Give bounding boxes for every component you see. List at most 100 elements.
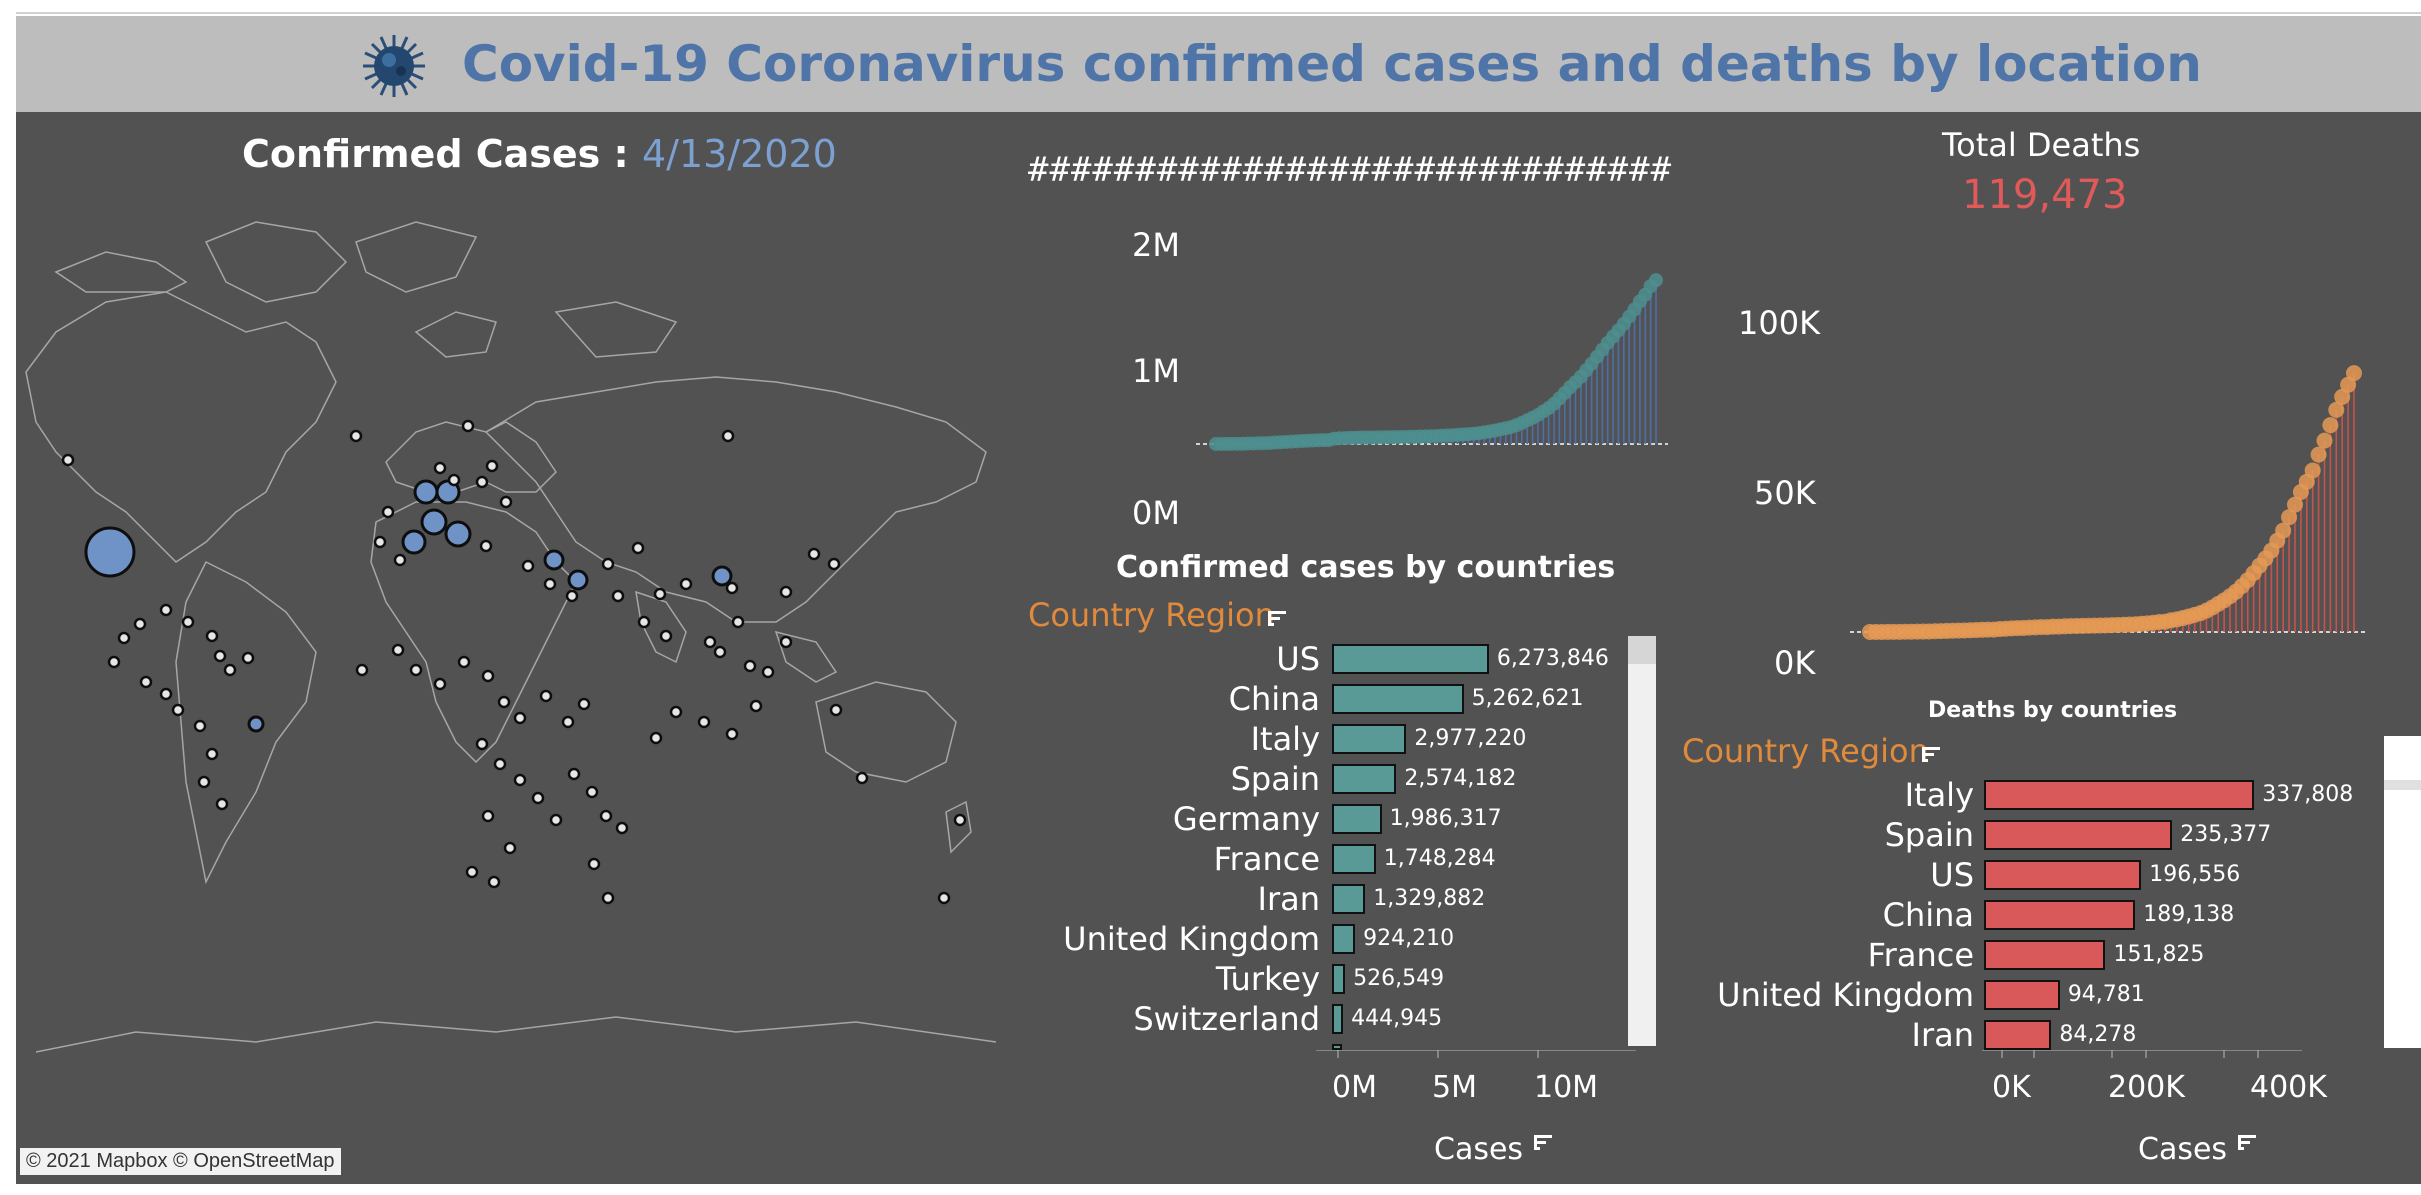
bar[interactable] <box>1332 764 1397 794</box>
map-bubble[interactable] <box>223 663 237 677</box>
map-bubble[interactable] <box>433 461 447 475</box>
bar[interactable] <box>1984 1020 2052 1050</box>
map-bubble[interactable] <box>713 645 727 659</box>
sort-icon[interactable] <box>1532 1132 1554 1154</box>
timeline-point[interactable] <box>2275 522 2292 539</box>
map-bubble[interactable] <box>725 727 739 741</box>
map-bubble[interactable] <box>391 643 405 657</box>
map-bubble[interactable] <box>631 541 645 555</box>
map-bubble[interactable] <box>481 669 495 683</box>
map-bubble[interactable] <box>205 629 219 643</box>
map-bubble[interactable] <box>543 577 557 591</box>
timeline-point[interactable] <box>2304 462 2321 479</box>
deaths-timeline-chart[interactable] <box>1850 232 2384 672</box>
map-bubble[interactable] <box>561 715 575 729</box>
map-bubble[interactable] <box>215 797 229 811</box>
map-bubble[interactable] <box>587 857 601 871</box>
sort-icon[interactable] <box>1266 608 1288 630</box>
map-bubble[interactable] <box>197 775 211 789</box>
map-bubble[interactable] <box>725 581 739 595</box>
map-bubble[interactable] <box>241 651 255 665</box>
map-bubble[interactable] <box>381 505 395 519</box>
map-bubble[interactable] <box>61 453 75 467</box>
map-bubble[interactable] <box>465 865 479 879</box>
map-bubble[interactable] <box>565 589 579 603</box>
map-bubble[interactable] <box>539 689 553 703</box>
timeline-point[interactable] <box>2316 432 2333 449</box>
map-bubble[interactable] <box>117 631 131 645</box>
map-bubble[interactable] <box>447 473 461 487</box>
map-bubble[interactable] <box>531 791 545 805</box>
map-bubble[interactable] <box>521 559 535 573</box>
map-bubble[interactable] <box>577 697 591 711</box>
map-bubble[interactable] <box>649 731 663 745</box>
timeline-point[interactable] <box>2286 496 2303 513</box>
map-bubble[interactable] <box>669 705 683 719</box>
bar[interactable] <box>1332 804 1382 834</box>
map-bubble[interactable] <box>615 821 629 835</box>
map-bubble[interactable] <box>513 773 527 787</box>
map-bubble-large[interactable] <box>420 508 448 536</box>
map-bubble[interactable] <box>599 809 613 823</box>
map-bubble[interactable] <box>601 891 615 905</box>
timeline-point[interactable] <box>2322 417 2339 434</box>
map-bubble[interactable] <box>659 629 673 643</box>
map-bubble[interactable] <box>487 875 501 889</box>
map-bubble[interactable] <box>133 617 147 631</box>
bar[interactable] <box>1332 884 1366 914</box>
map-bubble[interactable] <box>731 615 745 629</box>
map-bubble[interactable] <box>493 757 507 771</box>
map-bubble-large[interactable] <box>543 549 565 571</box>
map-bubble[interactable] <box>171 703 185 717</box>
bar[interactable] <box>1332 644 1489 674</box>
map-bubble[interactable] <box>749 699 763 713</box>
map-bubble[interactable] <box>513 711 527 725</box>
map-bubble[interactable] <box>679 577 693 591</box>
world-map[interactable] <box>16 182 1016 1142</box>
map-bubble[interactable] <box>355 663 369 677</box>
map-bubble[interactable] <box>549 813 563 827</box>
map-bubble[interactable] <box>697 715 711 729</box>
map-bubble[interactable] <box>827 557 841 571</box>
map-bubble[interactable] <box>807 547 821 561</box>
map-bubble[interactable] <box>653 587 667 601</box>
map-bubble[interactable] <box>213 649 227 663</box>
map-bubble[interactable] <box>829 703 843 717</box>
bar[interactable] <box>1984 780 2255 810</box>
bar[interactable] <box>1984 980 2060 1010</box>
bar[interactable] <box>1984 940 2106 970</box>
map-bubble[interactable] <box>743 659 757 673</box>
map-bubble-large[interactable] <box>711 565 733 587</box>
bar[interactable] <box>1984 820 2173 850</box>
bar[interactable] <box>1332 1044 1342 1050</box>
map-bubble[interactable] <box>409 663 423 677</box>
bar[interactable] <box>1984 860 2142 890</box>
bar[interactable] <box>1332 1004 1344 1034</box>
map-bubble[interactable] <box>567 767 581 781</box>
map-bubble[interactable] <box>475 475 489 489</box>
timeline-point[interactable] <box>2281 509 2298 526</box>
scrollbar-thumb[interactable] <box>1628 636 1656 664</box>
map-bubble[interactable] <box>205 747 219 761</box>
map-bubble[interactable] <box>193 719 207 733</box>
map-bubble[interactable] <box>159 687 173 701</box>
timeline-point[interactable] <box>2346 365 2362 382</box>
map-bubble[interactable] <box>349 429 363 443</box>
map-bubble[interactable] <box>475 737 489 751</box>
map-attribution[interactable]: © 2021 Mapbox © OpenStreetMap <box>20 1148 341 1175</box>
map-bubble-large[interactable] <box>247 715 265 733</box>
map-bubble[interactable] <box>779 585 793 599</box>
map-bubble[interactable] <box>159 603 173 617</box>
map-bubble-large[interactable] <box>413 479 439 505</box>
map-bubble-large[interactable] <box>401 529 427 555</box>
confirmed-bars-header[interactable]: Country Region <box>1028 596 1275 634</box>
map-bubbles[interactable] <box>61 419 967 905</box>
sort-icon[interactable] <box>2236 1132 2258 1154</box>
bar[interactable] <box>1332 964 1346 994</box>
bar[interactable] <box>1332 844 1376 874</box>
sort-icon[interactable] <box>1920 744 1942 766</box>
map-bubble[interactable] <box>503 841 517 855</box>
map-bubble[interactable] <box>457 655 471 669</box>
timeline-point[interactable] <box>2328 401 2345 418</box>
map-bubble[interactable] <box>721 429 735 443</box>
